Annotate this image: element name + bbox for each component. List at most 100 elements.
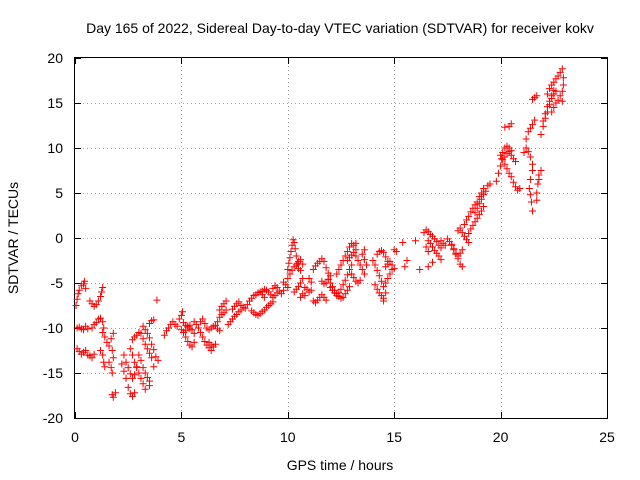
data-point bbox=[380, 297, 388, 305]
data-point bbox=[290, 239, 298, 246]
data-point bbox=[559, 74, 567, 82]
data-point bbox=[346, 283, 354, 291]
data-point bbox=[416, 266, 424, 273]
data-point bbox=[550, 104, 558, 111]
data-point bbox=[139, 364, 147, 372]
data-point bbox=[75, 286, 83, 294]
data-point bbox=[509, 178, 517, 186]
data-point bbox=[322, 264, 330, 272]
data-point bbox=[92, 319, 100, 327]
data-point bbox=[371, 261, 379, 269]
data-point bbox=[222, 306, 230, 314]
y-tick-label: 20 bbox=[47, 50, 63, 66]
data-point bbox=[337, 261, 345, 269]
data-point bbox=[109, 393, 117, 401]
data-point bbox=[524, 148, 532, 156]
data-point bbox=[354, 257, 362, 264]
data-point bbox=[382, 279, 390, 287]
data-point bbox=[309, 266, 317, 273]
data-point bbox=[339, 281, 347, 289]
data-point bbox=[501, 123, 509, 131]
data-point bbox=[424, 248, 432, 255]
data-point bbox=[128, 351, 136, 359]
data-point bbox=[486, 180, 494, 188]
data-point bbox=[241, 304, 249, 312]
data-point bbox=[211, 321, 219, 329]
data-point bbox=[369, 257, 377, 264]
data-point bbox=[554, 96, 562, 104]
data-point bbox=[150, 363, 158, 371]
data-point bbox=[137, 356, 145, 364]
data-point bbox=[401, 263, 409, 271]
data-point bbox=[529, 121, 537, 129]
data-point bbox=[473, 204, 481, 212]
data-point bbox=[463, 216, 471, 224]
data-point bbox=[293, 259, 301, 267]
data-point bbox=[148, 354, 156, 362]
data-point bbox=[529, 167, 537, 174]
data-point bbox=[101, 333, 109, 341]
data-point bbox=[124, 383, 132, 391]
data-point bbox=[307, 286, 315, 294]
data-point bbox=[352, 252, 360, 260]
data-point bbox=[543, 90, 551, 98]
data-point bbox=[335, 289, 343, 297]
data-point bbox=[277, 290, 285, 298]
data-point bbox=[294, 283, 302, 291]
data-point bbox=[511, 158, 519, 165]
data-point bbox=[522, 135, 530, 143]
data-point bbox=[348, 270, 356, 278]
data-point bbox=[326, 272, 334, 280]
data-point bbox=[529, 160, 537, 168]
data-point bbox=[177, 311, 185, 319]
data-point bbox=[190, 329, 198, 337]
data-point bbox=[175, 315, 183, 323]
data-point bbox=[346, 243, 354, 251]
data-point bbox=[456, 224, 464, 232]
data-point bbox=[99, 318, 107, 326]
data-point bbox=[190, 338, 198, 346]
data-point bbox=[533, 92, 541, 100]
data-point bbox=[537, 167, 545, 174]
data-point bbox=[186, 321, 194, 329]
data-point bbox=[550, 78, 558, 86]
data-point bbox=[286, 254, 294, 262]
data-point bbox=[122, 374, 130, 382]
data-point bbox=[301, 292, 309, 300]
data-point bbox=[533, 189, 541, 197]
data-point bbox=[122, 358, 130, 366]
data-point bbox=[286, 270, 294, 278]
data-point bbox=[145, 334, 153, 342]
data-point bbox=[480, 203, 488, 210]
data-point bbox=[388, 261, 396, 269]
data-point bbox=[216, 306, 224, 314]
data-point bbox=[305, 275, 313, 282]
data-point bbox=[260, 293, 268, 301]
data-point bbox=[475, 211, 483, 219]
data-point bbox=[477, 207, 485, 215]
x-tick-label: 10 bbox=[280, 429, 296, 445]
data-point bbox=[141, 326, 149, 334]
data-point bbox=[105, 342, 113, 350]
data-point bbox=[546, 85, 554, 93]
data-point bbox=[558, 97, 566, 105]
data-point bbox=[520, 149, 528, 156]
data-point bbox=[109, 329, 117, 337]
data-point bbox=[299, 260, 307, 268]
chart-title: Day 165 of 2022, Sidereal Day-to-day VTE… bbox=[86, 20, 594, 36]
data-point bbox=[498, 155, 506, 163]
data-point bbox=[141, 385, 149, 393]
data-point bbox=[469, 221, 477, 229]
data-point bbox=[516, 185, 524, 192]
data-point bbox=[148, 340, 156, 348]
data-point bbox=[373, 266, 381, 274]
data-point bbox=[120, 351, 128, 359]
data-point bbox=[81, 277, 89, 285]
data-point bbox=[299, 275, 307, 282]
data-point bbox=[529, 207, 537, 215]
data-point bbox=[501, 153, 509, 161]
data-point bbox=[297, 266, 305, 274]
y-axis-label: SDTVAR / TECUs bbox=[5, 182, 21, 294]
data-point bbox=[285, 259, 293, 267]
